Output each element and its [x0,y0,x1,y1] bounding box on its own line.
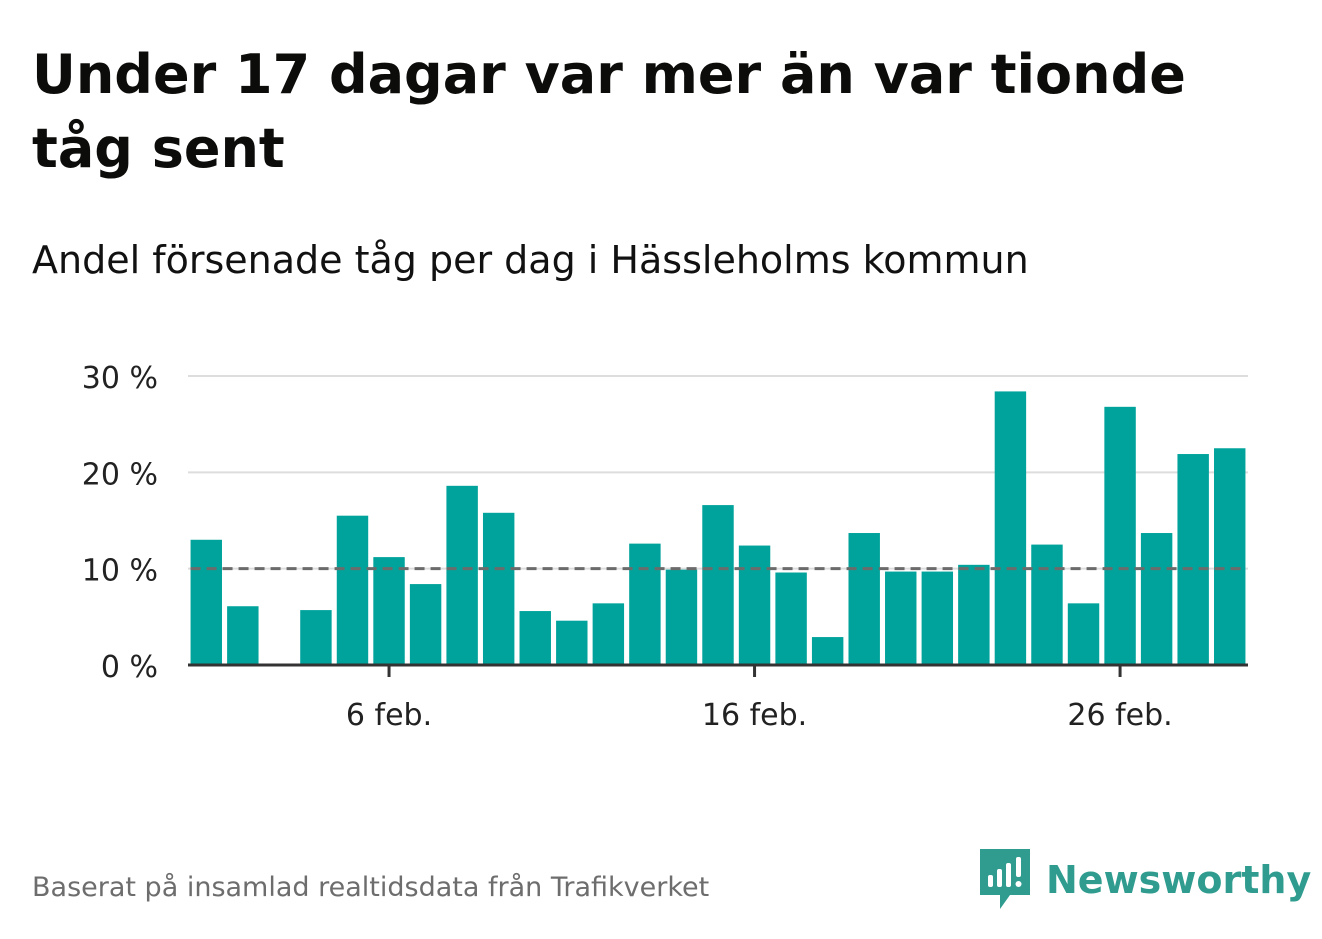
y-tick-label: 20 % [82,457,158,492]
bar [885,571,917,665]
x-tick-label: 26 feb. [1067,698,1172,733]
bar [409,584,442,665]
bar [592,603,625,665]
bar [1177,454,1209,665]
y-tick-label: 10 % [82,554,158,589]
bar [1104,406,1136,665]
bar [1031,544,1063,665]
bar [482,512,515,665]
bar [227,606,259,665]
bar [811,637,844,665]
bar [958,564,990,665]
brand-logo: Newsworthy [980,848,1311,912]
x-tick-label: 16 feb. [702,698,807,733]
bar [556,620,588,665]
bar [848,533,880,665]
axes: 0 % 10 % 20 % 30 % 6 feb. 16 feb. 26 feb. [82,361,1248,733]
brand-name: Newsworthy [1046,858,1312,902]
bar-chart: 0 % 10 % 20 % 30 % 6 feb. 16 feb. 26 feb. [82,361,1248,733]
y-tick-label: 0 % [101,650,158,685]
bar [775,572,807,665]
bar [519,611,551,665]
chart-subtitle: Andel försenade tåg per dag i Hässleholm… [32,238,1029,282]
bar [1140,533,1173,665]
bar [738,545,771,665]
bar [994,391,1027,665]
bar [300,610,332,665]
x-tick-label: 6 feb. [346,698,432,733]
chart-title: Under 17 dagar var mer än var tionde tåg… [32,43,1186,180]
bar [336,515,369,665]
bar [629,543,661,665]
newsworthy-logo-icon [980,849,1030,909]
bar [1214,448,1246,665]
y-tick-label: 30 % [82,361,158,396]
bar [921,571,954,665]
bar [702,505,734,665]
bar [190,539,222,665]
source-note: Baserat på insamlad realtidsdata från Tr… [32,872,710,903]
bar [1067,603,1100,665]
bar [373,557,405,665]
bars [190,391,1246,665]
bar [446,485,478,665]
bar [665,569,698,665]
